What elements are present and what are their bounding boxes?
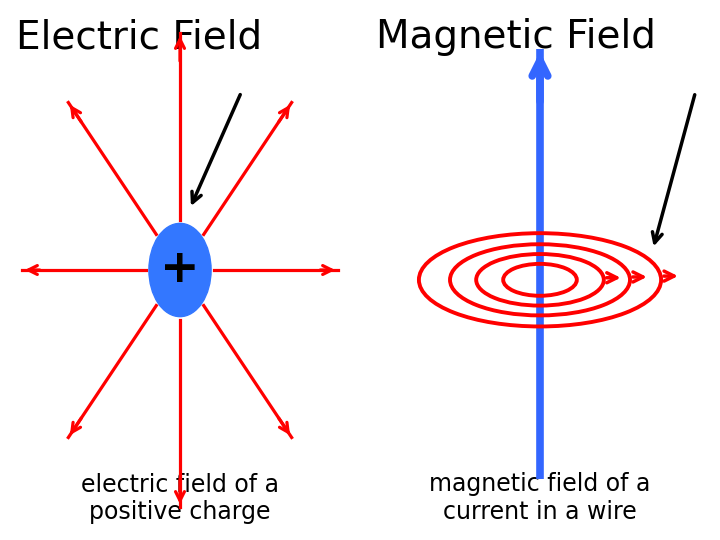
Text: magnetic field of a
current in a wire: magnetic field of a current in a wire <box>429 472 651 524</box>
Text: +: + <box>160 247 200 293</box>
Text: Magnetic Field: Magnetic Field <box>377 18 656 56</box>
Text: Electric Field: Electric Field <box>17 18 263 56</box>
Circle shape <box>149 224 211 316</box>
Text: electric field of a
positive charge: electric field of a positive charge <box>81 472 279 524</box>
